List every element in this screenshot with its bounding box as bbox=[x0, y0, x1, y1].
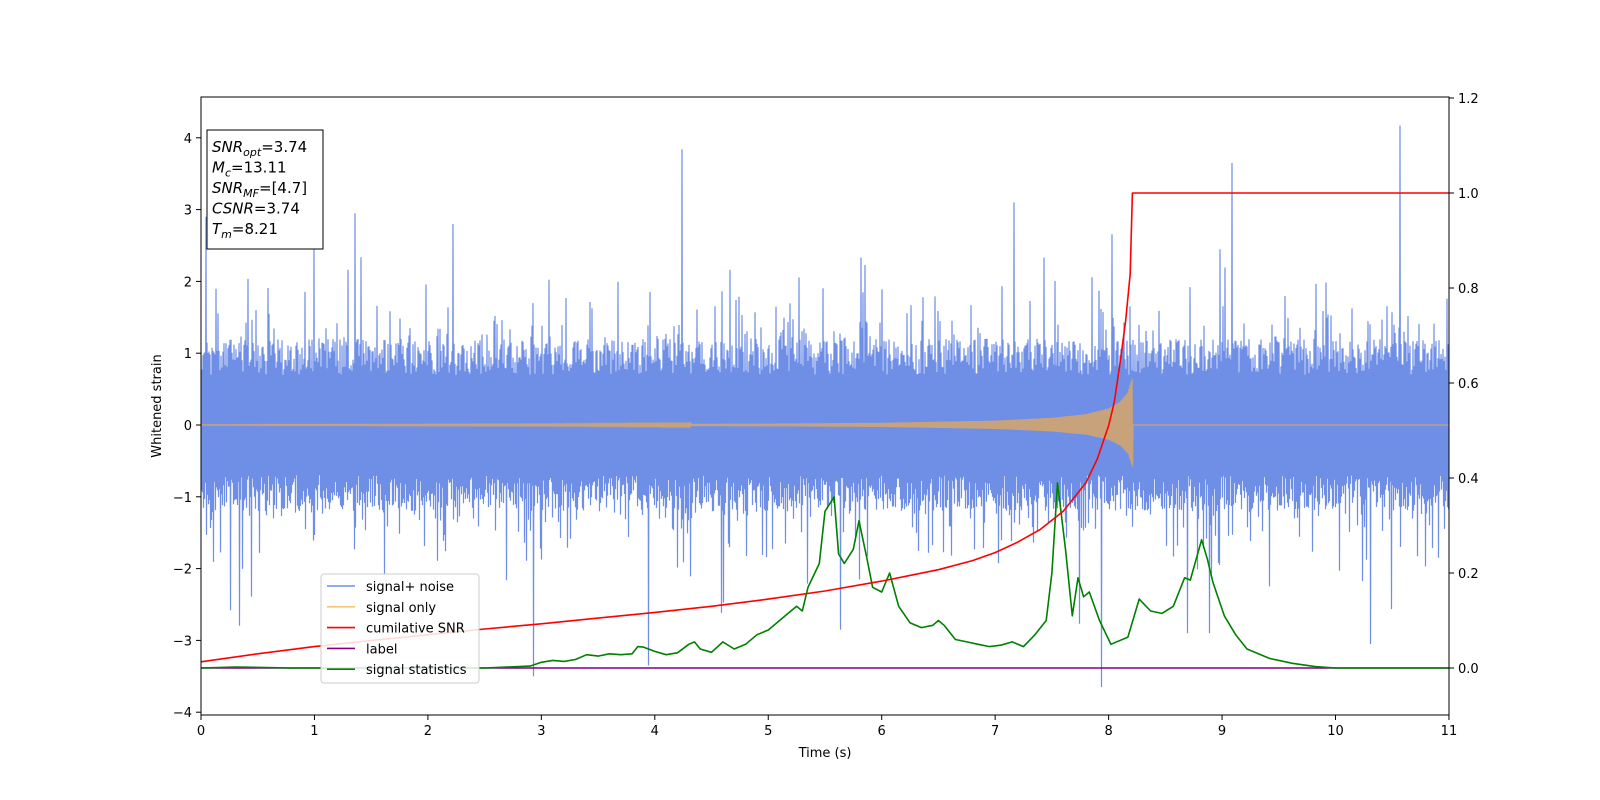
legend-label: label bbox=[366, 642, 397, 657]
y-axis-label: Whitened strain bbox=[150, 354, 165, 457]
x-axis-ticks: 0 1 2 3 4 5 6 7 8 9 10 11 bbox=[197, 715, 1457, 739]
y2-tick-label: 1.0 bbox=[1458, 187, 1479, 202]
y2-axis-ticks: 0.0 0.2 0.4 0.6 0.8 1.0 1.2 bbox=[1449, 92, 1479, 677]
legend-label: signal statistics bbox=[366, 663, 467, 678]
signal-only-series bbox=[201, 379, 1449, 467]
y-tick-label: −2 bbox=[173, 563, 192, 578]
x-tick-label: 5 bbox=[764, 724, 772, 739]
annotation-line: Tm=8.21 bbox=[212, 220, 278, 241]
y2-tick-label: 0.2 bbox=[1458, 567, 1479, 582]
signal-statistics-line bbox=[201, 481, 1449, 669]
annotation-line: CSNR=3.74 bbox=[212, 200, 300, 218]
y-tick-label: 0 bbox=[184, 419, 192, 434]
legend-label: cumilative SNR bbox=[366, 622, 465, 637]
legend-label: signal only bbox=[366, 601, 436, 616]
x-tick-label: 4 bbox=[651, 724, 659, 739]
y2-tick-label: 1.2 bbox=[1458, 92, 1479, 107]
legend-items: signal+ noise signal only cumilative SNR la… bbox=[327, 580, 467, 678]
annotation-line: Mc=13.11 bbox=[212, 159, 287, 180]
plot-frame bbox=[200, 96, 1450, 716]
x-tick-label: 7 bbox=[991, 724, 999, 739]
y2-tick-label: 0.8 bbox=[1458, 282, 1479, 297]
y-tick-label: 3 bbox=[184, 204, 192, 219]
y-tick-label: −3 bbox=[173, 634, 192, 649]
signal-only-line bbox=[201, 379, 1449, 467]
x-tick-label: 9 bbox=[1218, 724, 1226, 739]
x-tick-label: 2 bbox=[424, 724, 432, 739]
annotation-line: SNRopt=3.74 bbox=[212, 138, 307, 159]
x-tick-label: 3 bbox=[537, 724, 545, 739]
y-tick-label: 4 bbox=[184, 132, 192, 147]
y-tick-label: −1 bbox=[173, 491, 192, 506]
legend-label: signal+ noise bbox=[366, 580, 454, 595]
x-tick-label: 0 bbox=[197, 724, 205, 739]
y2-tick-label: 0.6 bbox=[1458, 377, 1479, 392]
y-tick-label: −4 bbox=[173, 706, 192, 721]
y-tick-label: 2 bbox=[184, 275, 192, 290]
annotation-line: SNRMF=[4.7] bbox=[212, 179, 307, 200]
x-tick-label: 11 bbox=[1441, 724, 1458, 739]
x-tick-label: 6 bbox=[878, 724, 886, 739]
y2-tick-label: 0.4 bbox=[1458, 472, 1479, 487]
y2-tick-label: 0.0 bbox=[1458, 662, 1479, 677]
x-tick-label: 8 bbox=[1104, 724, 1112, 739]
x-tick-label: 1 bbox=[310, 724, 318, 739]
y-tick-label: 1 bbox=[184, 347, 192, 362]
x-tick-label: 10 bbox=[1327, 724, 1344, 739]
y-axis-ticks: −4 −3 −2 −1 0 1 2 3 4 bbox=[173, 132, 201, 721]
legend: signal+ noise signal only cumilative SNR la… bbox=[320, 573, 480, 684]
x-axis-label: Time (s) bbox=[798, 746, 852, 761]
